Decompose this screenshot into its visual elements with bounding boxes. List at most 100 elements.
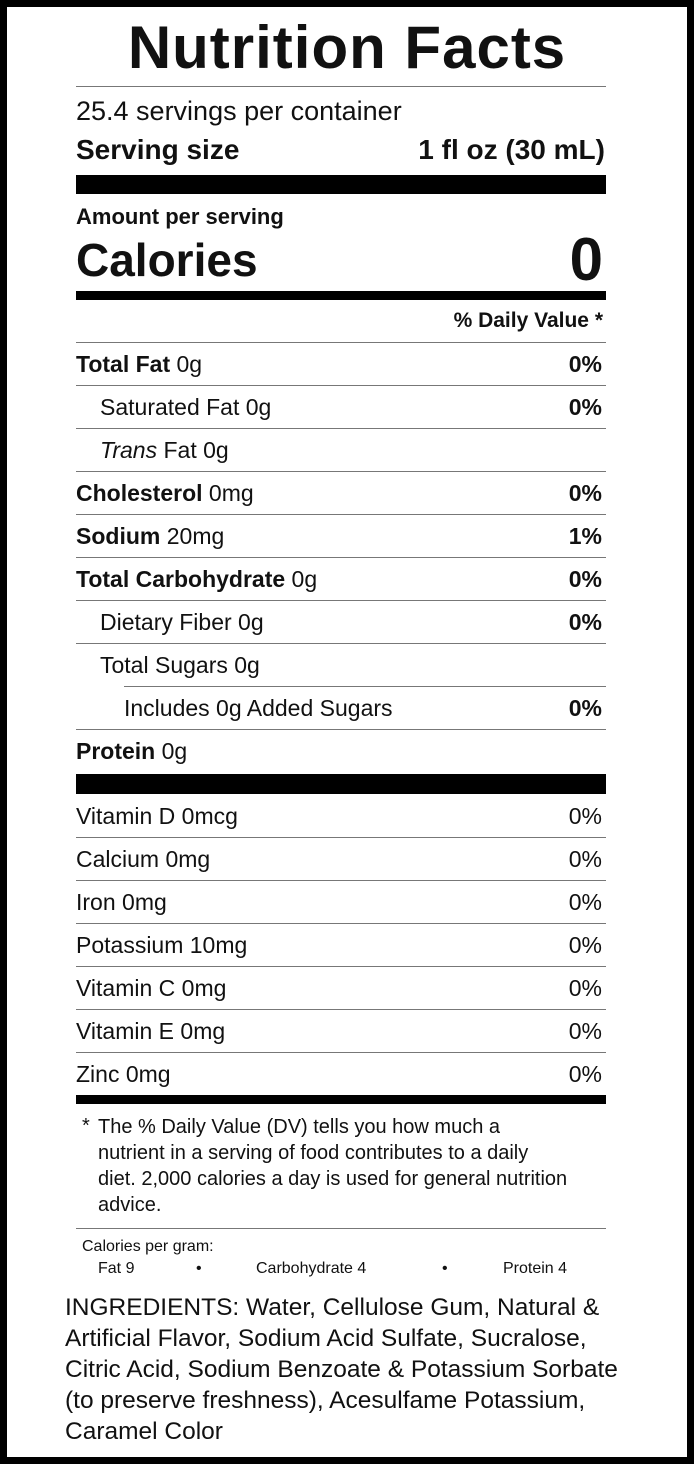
label-panel: Nutrition Facts 25.4 servings per contai…: [7, 7, 687, 1457]
nutrient: Sodium 20mg: [76, 523, 224, 550]
nutrient-amount: 0g: [238, 609, 264, 635]
nutrient: Total Sugars 0g: [76, 652, 260, 679]
nutrient-row: Total Fat 0g 0%: [76, 343, 602, 386]
daily-value: 0%: [568, 695, 602, 721]
nutrient-name: Saturated Fat: [100, 394, 240, 420]
thick-rule: [76, 774, 606, 794]
vitamin-row: Vitamin C 0mg 0%: [76, 967, 602, 1010]
nutrient: Dietary Fiber 0g: [76, 609, 264, 636]
nutrient: Saturated Fat 0g: [76, 394, 271, 421]
rule: [76, 729, 606, 730]
vitamin-name: Iron 0mg: [76, 889, 167, 915]
ingredients: INGREDIENTS: Water, Cellulose Gum, Natur…: [65, 1294, 618, 1445]
rule: [76, 837, 606, 838]
vitamin-row: Zinc 0mg 0%: [76, 1053, 602, 1096]
dv-header: % Daily Value *: [453, 309, 603, 332]
daily-value: 0%: [568, 566, 602, 592]
calories-per-gram-label: Calories per gram:: [82, 1238, 214, 1255]
vitamin-name: Vitamin E 0mg: [76, 1018, 226, 1044]
footnote: The % Daily Value (DV) tells you how muc…: [98, 1116, 568, 1216]
nutrient: Total Carbohydrate 0g: [76, 566, 317, 593]
vitamin-name: Zinc 0mg: [76, 1061, 171, 1087]
rule: [124, 686, 606, 687]
vitamin-name: Vitamin D 0mcg: [76, 803, 238, 829]
nutrient-name: Includes 0g Added Sugars: [124, 695, 393, 721]
cpg-item: Carbohydrate 4: [256, 1260, 367, 1277]
daily-value: 0%: [568, 803, 602, 829]
vitamin-row: Vitamin D 0mcg 0%: [76, 795, 602, 838]
nutrient-row: Cholesterol 0mg 0%: [76, 472, 602, 515]
nutrient: Includes 0g Added Sugars: [76, 695, 393, 722]
calories-value: 0: [569, 226, 603, 293]
rule: [76, 385, 606, 386]
nutrient-name: Cholesterol: [76, 480, 203, 506]
nutrient-amount: 0g: [161, 738, 188, 764]
rule: [76, 428, 606, 429]
nutrient-name: Protein: [76, 738, 156, 764]
rule: [76, 1228, 606, 1229]
rule: [76, 1052, 606, 1053]
servings: 25.4 servings per container: [76, 96, 402, 126]
nutrient: Total Fat 0g: [76, 351, 202, 378]
daily-value: 0%: [568, 609, 602, 635]
vitamin-row: Iron 0mg 0%: [76, 881, 602, 924]
daily-value: 0%: [568, 480, 602, 506]
daily-value: 0%: [568, 1018, 602, 1044]
nutrient-amount: 0g: [291, 566, 318, 592]
vitamin-name: Calcium 0mg: [76, 846, 211, 872]
serving-size-label: Serving size: [76, 134, 240, 165]
nutrient: Cholesterol 0mg: [76, 480, 254, 507]
cpg-separator: •: [442, 1260, 448, 1277]
daily-value: 0%: [568, 975, 602, 1001]
vitamin-row: Potassium 10mg 0%: [76, 924, 602, 967]
rule: [76, 966, 606, 967]
nutrient-row: Dietary Fiber 0g 0%: [76, 601, 602, 644]
rule: [76, 923, 606, 924]
rule: [76, 880, 606, 881]
nutrient-row: Total Carbohydrate 0g 0%: [76, 558, 602, 601]
daily-value: 0%: [568, 932, 602, 958]
nutrient-amount: 0g: [234, 652, 260, 678]
daily-value: 0%: [568, 889, 602, 915]
nutrient-row: Protein 0g: [76, 730, 602, 773]
calories-label: Calories: [76, 234, 258, 286]
nutrient-row: Saturated Fat 0g 0%: [76, 386, 602, 429]
title: Nutrition Facts: [127, 14, 567, 81]
rule: [76, 1009, 606, 1010]
rule: [76, 643, 606, 644]
daily-value: 0%: [568, 351, 602, 377]
nutrient-row: Total Sugars 0g: [76, 644, 602, 687]
thick-rule: [76, 175, 606, 194]
nutrient-name: Sodium: [76, 523, 161, 549]
daily-value: 1%: [568, 523, 602, 549]
rule: [76, 600, 606, 601]
nutrient: Protein 0g: [76, 738, 187, 765]
cpg-item: Protein 4: [503, 1260, 568, 1277]
nutrient-amount: 20mg: [166, 523, 225, 549]
thick-rule: [76, 291, 606, 300]
rule: [76, 86, 606, 87]
vitamin-row: Calcium 0mg 0%: [76, 838, 602, 881]
rule: [76, 471, 606, 472]
nutrient-amount: 0g: [176, 351, 203, 377]
daily-value: 0%: [568, 846, 602, 872]
nutrient-row: Sodium 20mg 1%: [76, 515, 602, 558]
nutrient-row: Includes 0g Added Sugars 0%: [76, 687, 602, 730]
nutrient-italic: Trans: [100, 437, 158, 463]
cpg-item: Fat 9: [98, 1260, 135, 1277]
rule: [76, 557, 606, 558]
nutrient-name: Dietary Fiber: [100, 609, 232, 635]
nutrient-row: Trans Fat 0g: [76, 429, 602, 472]
thick-rule: [76, 1095, 606, 1104]
footnote-mark: *: [82, 1115, 90, 1137]
nutrient-amount: 0g: [245, 394, 272, 420]
rule: [76, 514, 606, 515]
cpg-separator: •: [196, 1260, 202, 1277]
nutrient-name: Total Carbohydrate: [76, 566, 286, 592]
serving-size-value: 1 fl oz (30 mL): [418, 134, 605, 165]
daily-value: 0%: [568, 394, 602, 420]
vitamin-row: Vitamin E 0mg 0%: [76, 1010, 602, 1053]
nutrient-amount: 0mg: [208, 480, 254, 506]
rule: [76, 342, 606, 343]
